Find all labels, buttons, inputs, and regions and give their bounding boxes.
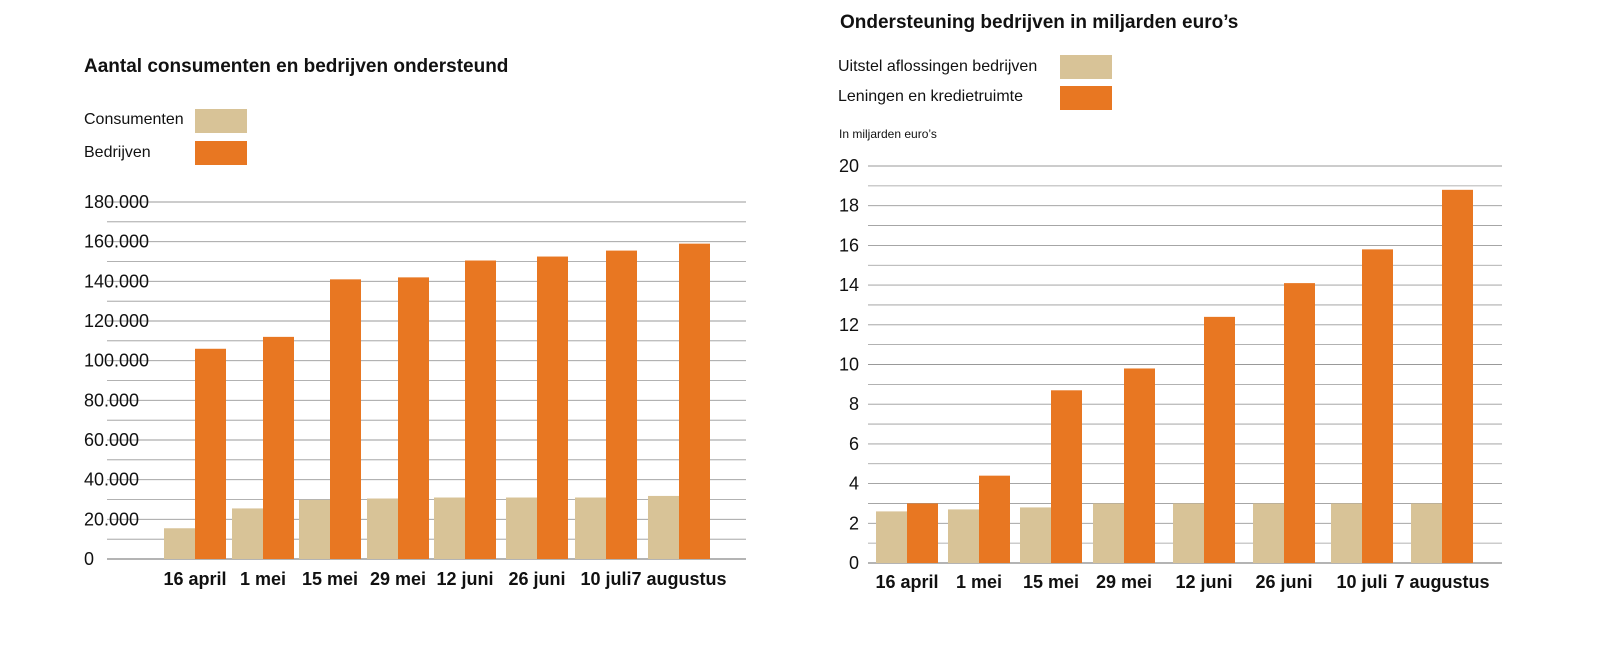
bar-leningen-en-kredietruimte-26-juni <box>1284 283 1315 563</box>
y-tick-label: 12 <box>839 315 859 335</box>
x-tick-label: 29 mei <box>370 569 426 589</box>
legend-swatch-leningen <box>1060 86 1112 110</box>
legend-swatch-bedrijven <box>195 141 247 165</box>
x-tick-label: 10 juli <box>580 569 631 589</box>
bar-leningen-en-kredietruimte-16-april <box>907 503 938 563</box>
bar-bedrijven-1-mei <box>263 336 294 559</box>
x-tick-label: 1 mei <box>240 569 286 589</box>
y-tick-label: 20.000 <box>84 509 139 529</box>
x-tick-label: 10 juli <box>1336 572 1387 592</box>
legend-label-consumenten: Consumenten <box>84 111 184 128</box>
y-tick-label: 14 <box>839 275 859 295</box>
bar-consumenten-16-april <box>164 528 195 559</box>
x-tick-label: 15 mei <box>1023 572 1079 592</box>
chart-title: Aantal consumenten en bedrijven onderste… <box>84 56 509 77</box>
bar-uitstel-aflossingen-bedrijven-10-juli <box>1331 503 1362 563</box>
y-tick-label: 40.000 <box>84 470 139 490</box>
y-tick-label: 60.000 <box>84 430 139 450</box>
x-tick-label: 7 augustus <box>631 569 726 589</box>
bar-consumenten-26-juni <box>506 497 537 559</box>
bar-leningen-en-kredietruimte-15-mei <box>1051 390 1082 563</box>
x-tick-label: 26 juni <box>1255 572 1312 592</box>
bar-uitstel-aflossingen-bedrijven-1-mei <box>948 509 979 563</box>
bar-uitstel-aflossingen-bedrijven-26-juni <box>1253 503 1284 563</box>
y-tick-label: 8 <box>849 394 859 414</box>
y-tick-label: 16 <box>839 235 859 255</box>
x-tick-label: 7 augustus <box>1394 572 1489 592</box>
bar-uitstel-aflossingen-bedrijven-16-april <box>876 511 907 563</box>
legend-label-leningen: Leningen en kredietruimte <box>838 88 1024 105</box>
x-tick-label: 26 juni <box>508 569 565 589</box>
bar-bedrijven-12-juni <box>465 260 496 559</box>
legend-label-uitstel-aflossingen: Uitstel aflossingen bedrijven <box>838 58 1038 75</box>
y-tick-label: 140.000 <box>84 271 149 291</box>
bar-uitstel-aflossingen-bedrijven-7-augustus <box>1411 503 1442 563</box>
bar-bedrijven-29-mei <box>398 277 429 559</box>
chart-panel-right: Ondersteuning bedrijven in miljarden eur… <box>790 0 1600 650</box>
y-tick-label: 6 <box>849 434 859 454</box>
bar-bedrijven-16-april <box>195 348 226 559</box>
bar-consumenten-15-mei <box>299 499 330 559</box>
bar-bedrijven-10-juli <box>606 250 637 559</box>
bar-chart-right: 0 2 4 6 8 10 12 14 16 18 20 16 april 1 mei 15 mei 29 m… <box>839 156 1502 592</box>
chart-panel-left: Aantal consumenten en bedrijven onderste… <box>0 0 790 650</box>
bar-leningen-en-kredietruimte-12-juni <box>1204 316 1235 563</box>
x-tick-label: 29 mei <box>1096 572 1152 592</box>
y-tick-label: 160.000 <box>84 232 149 252</box>
unit-note: In miljarden euro’s <box>839 127 937 141</box>
x-tick-label: 1 mei <box>956 572 1002 592</box>
y-tick-label: 2 <box>849 513 859 533</box>
y-tick-label: 180.000 <box>84 192 149 212</box>
y-tick-label: 0 <box>849 553 859 573</box>
bar-leningen-en-kredietruimte-10-juli <box>1362 249 1393 563</box>
bar-bedrijven-26-juni <box>537 256 568 559</box>
bar-consumenten-7-augustus <box>648 495 679 559</box>
bar-bedrijven-15-mei <box>330 279 361 559</box>
legend-swatch-consumenten <box>195 109 247 133</box>
y-tick-label: 20 <box>839 156 859 176</box>
y-tick-label: 80.000 <box>84 390 139 410</box>
bar-consumenten-1-mei <box>232 508 263 559</box>
y-tick-label: 10 <box>839 355 859 375</box>
bar-uitstel-aflossingen-bedrijven-15-mei <box>1020 507 1051 563</box>
y-tick-label: 18 <box>839 196 859 216</box>
bar-bedrijven-7-augustus <box>679 243 710 559</box>
bar-chart-left: 0 20.000 40.000 60.000 80.000 100.000 120.000 1… <box>84 192 746 589</box>
x-tick-label: 16 april <box>163 569 226 589</box>
y-tick-label: 120.000 <box>84 311 149 331</box>
bar-uitstel-aflossingen-bedrijven-12-juni <box>1173 503 1204 563</box>
x-tick-label: 12 juni <box>1175 572 1232 592</box>
y-tick-label: 0 <box>84 549 94 569</box>
bar-consumenten-10-juli <box>575 497 606 559</box>
x-tick-label: 12 juni <box>436 569 493 589</box>
y-tick-label: 100.000 <box>84 351 149 371</box>
bar-leningen-en-kredietruimte-29-mei <box>1124 368 1155 563</box>
legend-swatch-uitstel-aflossingen <box>1060 55 1112 79</box>
bar-leningen-en-kredietruimte-1-mei <box>979 475 1010 563</box>
chart-title: Ondersteuning bedrijven in miljarden eur… <box>840 12 1239 33</box>
x-tick-label: 15 mei <box>302 569 358 589</box>
y-tick-label: 4 <box>849 474 859 494</box>
bar-uitstel-aflossingen-bedrijven-29-mei <box>1093 503 1124 563</box>
bar-consumenten-12-juni <box>434 497 465 559</box>
legend-label-bedrijven: Bedrijven <box>84 144 151 161</box>
bar-consumenten-29-mei <box>367 498 398 559</box>
bar-leningen-en-kredietruimte-7-augustus <box>1442 189 1473 563</box>
x-tick-label: 16 april <box>875 572 938 592</box>
